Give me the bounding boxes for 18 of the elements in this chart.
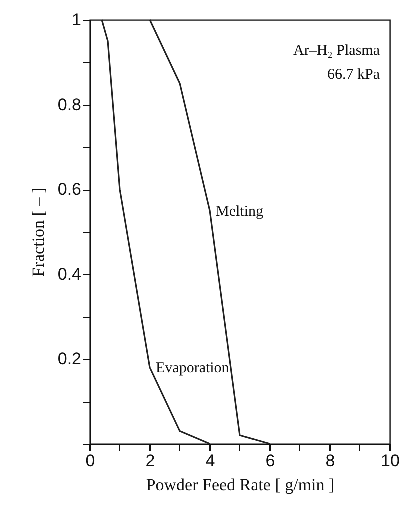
x-tick-label: 0 (86, 452, 96, 470)
x-tick-label: 6 (266, 452, 276, 470)
y-tick-label: 0.4 (58, 264, 82, 284)
x-tick-label: 8 (326, 452, 336, 470)
y-tick-label: 0.6 (58, 180, 82, 200)
x-tick-label: 2 (146, 452, 156, 470)
y-tick-label: 0.8 (58, 95, 82, 114)
x-tick-label: 4 (206, 452, 216, 470)
series-label: Evaporation (156, 360, 230, 377)
y-tick-label: 0.2 (58, 350, 82, 369)
line-series (149, 19, 271, 445)
y-axis-title: Fraction [ – ] (28, 188, 48, 278)
annotation: 66.7 kPa (328, 67, 380, 83)
y-tick-label: 1 (72, 10, 82, 30)
x-tick-label: 10 (381, 452, 400, 470)
x-axis-title: Powder Feed Rate [ g/min ] (146, 476, 335, 494)
annotation: Ar–H₂ Plasma (294, 43, 380, 59)
series-label: Melting (216, 204, 264, 220)
